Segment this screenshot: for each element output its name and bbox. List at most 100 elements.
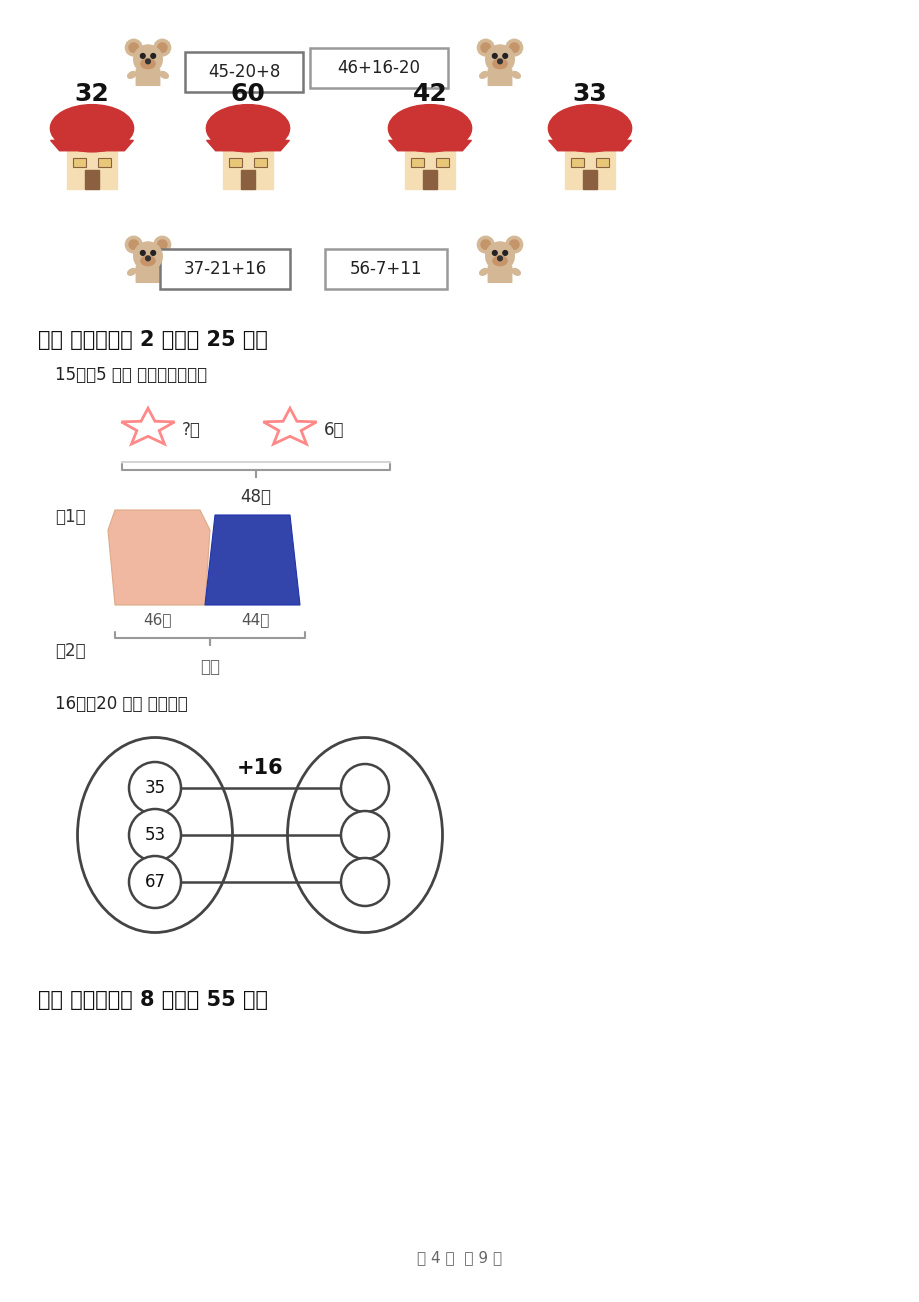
Ellipse shape xyxy=(511,72,520,78)
Circle shape xyxy=(151,250,155,255)
Text: 60: 60 xyxy=(231,82,266,105)
Bar xyxy=(596,158,608,168)
Bar xyxy=(582,171,596,189)
Bar xyxy=(404,148,454,189)
Circle shape xyxy=(485,242,514,271)
Polygon shape xyxy=(108,510,210,605)
Bar xyxy=(85,171,99,189)
Ellipse shape xyxy=(479,268,488,275)
Circle shape xyxy=(503,53,507,59)
FancyBboxPatch shape xyxy=(488,267,511,283)
Text: 48个: 48个 xyxy=(240,488,271,506)
Circle shape xyxy=(492,53,496,59)
Text: 6个: 6个 xyxy=(323,421,344,439)
Ellipse shape xyxy=(160,268,168,275)
Circle shape xyxy=(497,59,502,64)
FancyBboxPatch shape xyxy=(136,69,160,86)
Circle shape xyxy=(481,43,490,52)
Circle shape xyxy=(509,240,518,249)
Circle shape xyxy=(129,43,138,52)
Bar xyxy=(185,52,302,92)
Circle shape xyxy=(505,39,522,56)
Text: 六、 解答题（共 8 题；共 55 分）: 六、 解答题（共 8 题；共 55 分） xyxy=(38,990,267,1010)
Circle shape xyxy=(485,46,514,74)
Bar xyxy=(223,148,272,189)
Ellipse shape xyxy=(388,104,471,152)
Circle shape xyxy=(125,39,142,56)
Text: 46+16-20: 46+16-20 xyxy=(337,59,420,77)
Ellipse shape xyxy=(128,72,136,78)
Polygon shape xyxy=(388,141,471,151)
Bar xyxy=(571,158,583,168)
Bar xyxy=(436,158,448,168)
Bar xyxy=(73,158,85,168)
Ellipse shape xyxy=(51,104,133,152)
Text: +16: +16 xyxy=(236,758,283,779)
Circle shape xyxy=(129,855,181,907)
Text: 46元: 46元 xyxy=(143,612,172,628)
Text: 15．（5 分） 看图列式计算。: 15．（5 分） 看图列式计算。 xyxy=(55,366,207,384)
Bar xyxy=(564,148,614,189)
Text: 五、 计算题（共 2 题；共 25 分）: 五、 计算题（共 2 题；共 25 分） xyxy=(38,329,267,350)
Circle shape xyxy=(481,240,490,249)
Bar xyxy=(160,249,289,289)
Circle shape xyxy=(341,811,389,859)
Text: 33: 33 xyxy=(572,82,607,105)
Text: ?个: ?个 xyxy=(182,421,200,439)
Bar xyxy=(324,249,447,289)
FancyBboxPatch shape xyxy=(488,69,511,86)
Text: 44元: 44元 xyxy=(241,612,269,628)
Circle shape xyxy=(503,250,507,255)
Circle shape xyxy=(145,256,150,260)
Polygon shape xyxy=(207,141,289,151)
Circle shape xyxy=(477,236,494,253)
Text: （2）: （2） xyxy=(55,642,85,660)
Ellipse shape xyxy=(141,255,155,266)
Text: 35: 35 xyxy=(144,779,165,797)
Ellipse shape xyxy=(160,72,168,78)
Circle shape xyxy=(153,236,170,253)
Text: 42: 42 xyxy=(413,82,447,105)
Bar xyxy=(229,158,242,168)
Polygon shape xyxy=(205,516,300,605)
Ellipse shape xyxy=(511,268,520,275)
Text: 第 4 页  共 9 页: 第 4 页 共 9 页 xyxy=(417,1250,502,1266)
Text: （1）: （1） xyxy=(55,508,85,526)
Bar xyxy=(423,171,437,189)
Ellipse shape xyxy=(206,104,289,152)
Circle shape xyxy=(129,240,138,249)
Circle shape xyxy=(133,46,162,74)
Circle shape xyxy=(341,764,389,812)
Circle shape xyxy=(505,236,522,253)
Polygon shape xyxy=(51,141,133,151)
Circle shape xyxy=(133,242,162,271)
Text: 56-7+11: 56-7+11 xyxy=(349,260,422,279)
Text: 37-21+16: 37-21+16 xyxy=(183,260,267,279)
Text: ？元: ？元 xyxy=(199,658,220,676)
Ellipse shape xyxy=(493,255,506,266)
Circle shape xyxy=(153,39,170,56)
Bar xyxy=(411,158,424,168)
Ellipse shape xyxy=(141,59,155,69)
Ellipse shape xyxy=(128,268,136,275)
Text: 53: 53 xyxy=(144,825,165,844)
Circle shape xyxy=(509,43,518,52)
Ellipse shape xyxy=(493,59,506,69)
Circle shape xyxy=(492,250,496,255)
Circle shape xyxy=(151,53,155,59)
Circle shape xyxy=(125,236,142,253)
Text: 16．（20 分） 算一算．: 16．（20 分） 算一算． xyxy=(55,695,187,713)
Bar xyxy=(241,171,255,189)
FancyBboxPatch shape xyxy=(136,267,160,283)
Circle shape xyxy=(157,43,167,52)
Circle shape xyxy=(157,240,167,249)
Ellipse shape xyxy=(548,104,631,152)
Circle shape xyxy=(129,762,181,814)
Polygon shape xyxy=(548,141,630,151)
Circle shape xyxy=(341,858,389,906)
Circle shape xyxy=(145,59,150,64)
Bar xyxy=(254,158,267,168)
Ellipse shape xyxy=(479,72,488,78)
Circle shape xyxy=(477,39,494,56)
Bar xyxy=(310,48,448,89)
